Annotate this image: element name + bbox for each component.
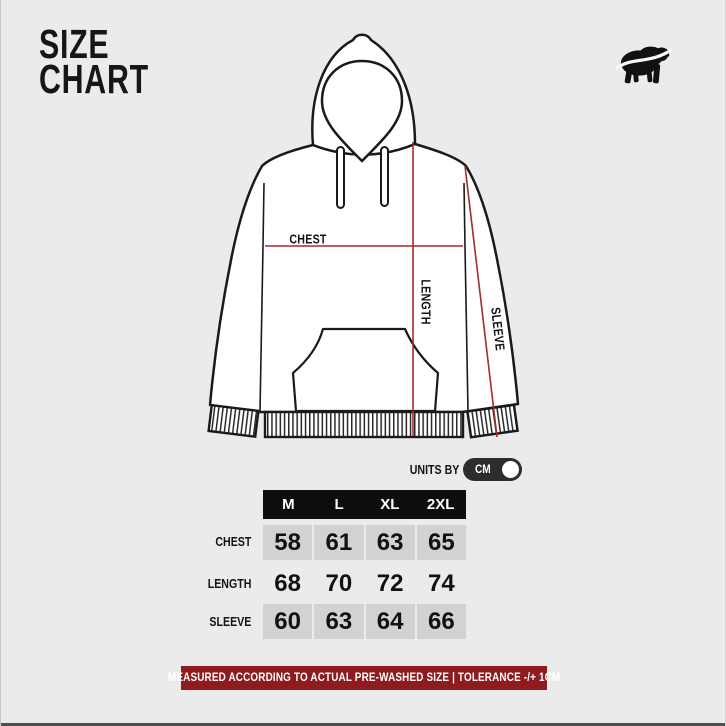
- cell-sleeve-xl: 64: [365, 604, 415, 639]
- toggle-knob[interactable]: [502, 461, 519, 478]
- table-row-chest: 58 61 63 65: [263, 525, 466, 560]
- table-row-sleeve: 60 63 64 66: [263, 604, 466, 639]
- cell-sleeve-m: 60: [263, 604, 313, 639]
- chest-diagram-label: CHEST: [289, 231, 327, 247]
- hoodie-drawstring-left: [336, 146, 345, 209]
- units-value-label: CM: [475, 463, 491, 476]
- sleeve-measure-line: [464, 165, 498, 438]
- col-header-xl: XL: [380, 496, 400, 513]
- units-toggle[interactable]: CM: [463, 458, 522, 481]
- page-title-line1: SIZE: [39, 21, 110, 67]
- col-header-2xl: 2XL: [426, 496, 455, 513]
- cell-chest-m: 58: [263, 525, 313, 560]
- hoodie-drawstring-right: [380, 146, 389, 207]
- row-label-length: LENGTH: [207, 577, 251, 591]
- hoodie-left-cuff-rib: [207, 403, 260, 439]
- cell-chest-l: 61: [314, 525, 364, 560]
- col-header-m: M: [282, 496, 295, 513]
- hoodie-body-outline: [208, 142, 520, 414]
- units-by-label: UNITS BY: [409, 463, 459, 477]
- hoodie-hem-rib: [263, 410, 465, 439]
- bottom-edge-bar: [1, 723, 725, 726]
- table-row-length: 68 70 72 74: [263, 566, 466, 601]
- tolerance-note: MEASURED ACCORDING TO ACTUAL PRE-WASHED …: [167, 672, 561, 684]
- cell-chest-2xl: 65: [416, 525, 466, 560]
- hoodie-right-cuff-rib: [466, 403, 519, 439]
- hoodie-diagram: [207, 33, 520, 439]
- cell-sleeve-l: 63: [314, 604, 364, 639]
- col-header-l: L: [334, 496, 344, 513]
- gorilla-logo-icon: [615, 46, 673, 84]
- cell-length-xl: 72: [376, 569, 404, 597]
- cell-chest-xl: 63: [365, 525, 415, 560]
- tolerance-banner: MEASURED ACCORDING TO ACTUAL PRE-WASHED …: [168, 666, 560, 690]
- length-diagram-label: LENGTH: [418, 279, 434, 325]
- page-title-line2: CHART: [39, 56, 149, 102]
- cell-length-l: 70: [325, 569, 353, 597]
- size-table-header: M L XL 2XL: [263, 490, 466, 519]
- hoodie-face-opening: [320, 59, 404, 163]
- row-label-chest: CHEST: [214, 535, 251, 549]
- cell-length-2xl: 74: [428, 569, 455, 597]
- cell-length-m: 68: [274, 569, 301, 597]
- page-title: SIZE CHART: [39, 21, 149, 102]
- cell-sleeve-2xl: 66: [416, 604, 466, 639]
- row-label-sleeve: SLEEVE: [209, 615, 251, 629]
